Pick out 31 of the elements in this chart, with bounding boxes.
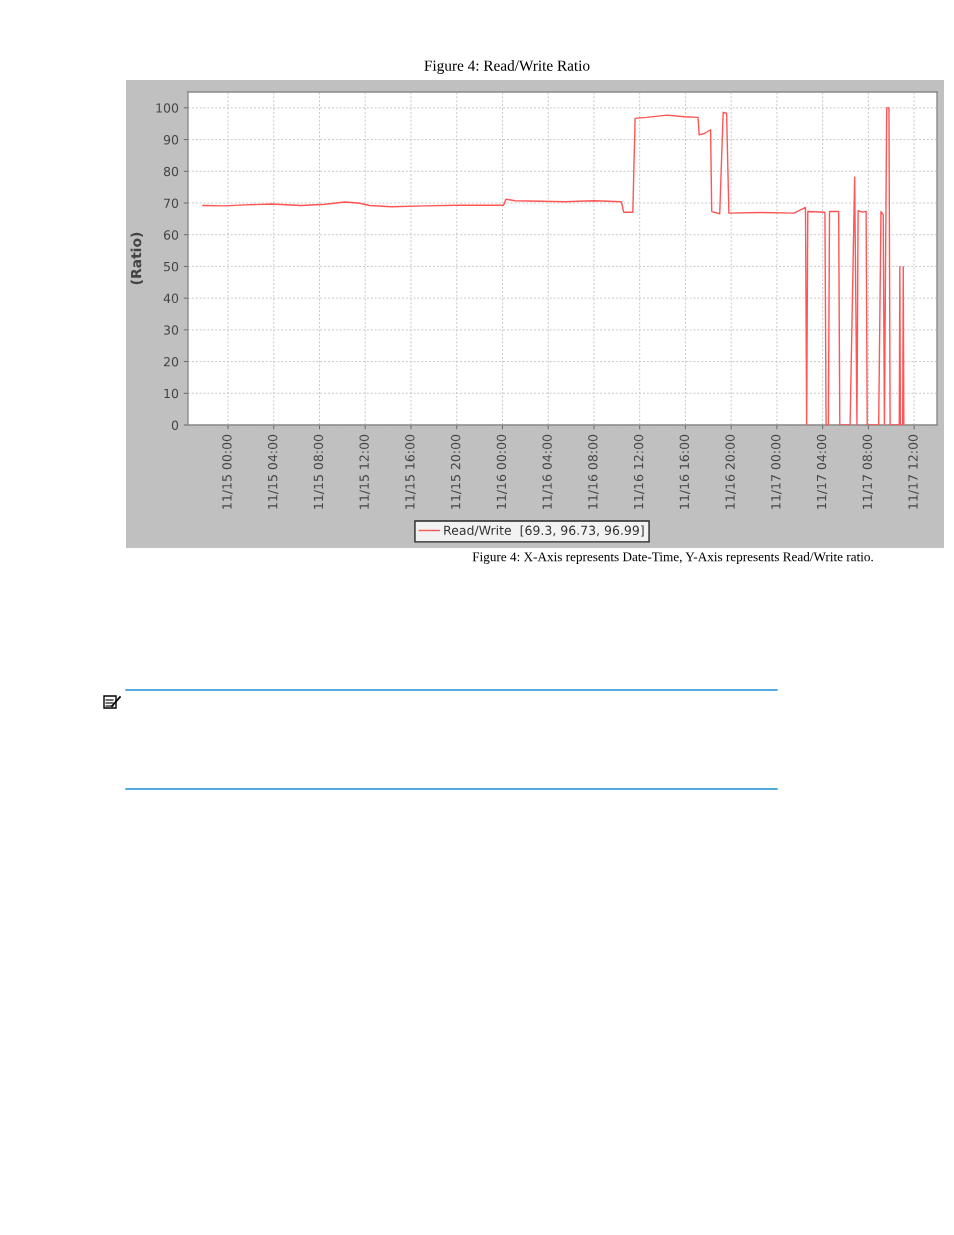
x-tick-label: 11/15 16:00 xyxy=(405,434,416,509)
y-tick-label: 90 xyxy=(163,135,179,145)
y-tick-label: 60 xyxy=(163,230,179,240)
y-tick-label: 50 xyxy=(164,261,179,272)
y-tick-label: 100 xyxy=(156,103,179,113)
y-tick-label: 30 xyxy=(164,325,179,335)
y-tick-label: 80 xyxy=(163,166,179,177)
x-tick-label: 11/16 16:00 xyxy=(679,434,691,509)
x-tick-label: 11/15 20:00 xyxy=(450,434,462,509)
x-tick-label: 11/15 12:00 xyxy=(359,434,370,509)
y-tick-label: 40 xyxy=(163,293,179,304)
x-tick-label: 11/16 12:00 xyxy=(633,434,645,509)
y-tick-label: 20 xyxy=(163,357,179,367)
x-tick-label: 11/15 08:00 xyxy=(313,434,325,509)
x-tick-label: 11/16 20:00 xyxy=(725,434,736,509)
y-tick-label: 0 xyxy=(171,420,179,430)
x-tick-label: 11/17 04:00 xyxy=(816,434,828,509)
y-tick-label: 10 xyxy=(164,388,179,399)
chart-title: Figure 4: Read/Write Ratio xyxy=(424,60,590,74)
x-tick-label: 11/17 00:00 xyxy=(771,434,782,509)
y-tick-label: 70 xyxy=(164,198,179,208)
x-tick-label: 11/16 00:00 xyxy=(496,434,508,509)
y-axis-title: (Ratio) xyxy=(130,232,143,285)
x-tick-label: 11/16 08:00 xyxy=(588,434,599,509)
x-tick-label: 11/16 04:00 xyxy=(542,434,553,509)
x-tick-label: 11/17 12:00 xyxy=(908,434,919,509)
x-tick-label: 11/15 04:00 xyxy=(267,434,279,509)
x-tick-label: 11/17 08:00 xyxy=(862,434,873,509)
caption: Figure 4: X-Axis represents Date-Time, Y-Axis represents Read/Write ratio. xyxy=(472,552,873,564)
legend-label: Read/Write [69.3, 96.73, 96.99] xyxy=(444,525,644,537)
x-tick-label: 11/15 00:00 xyxy=(222,434,233,509)
